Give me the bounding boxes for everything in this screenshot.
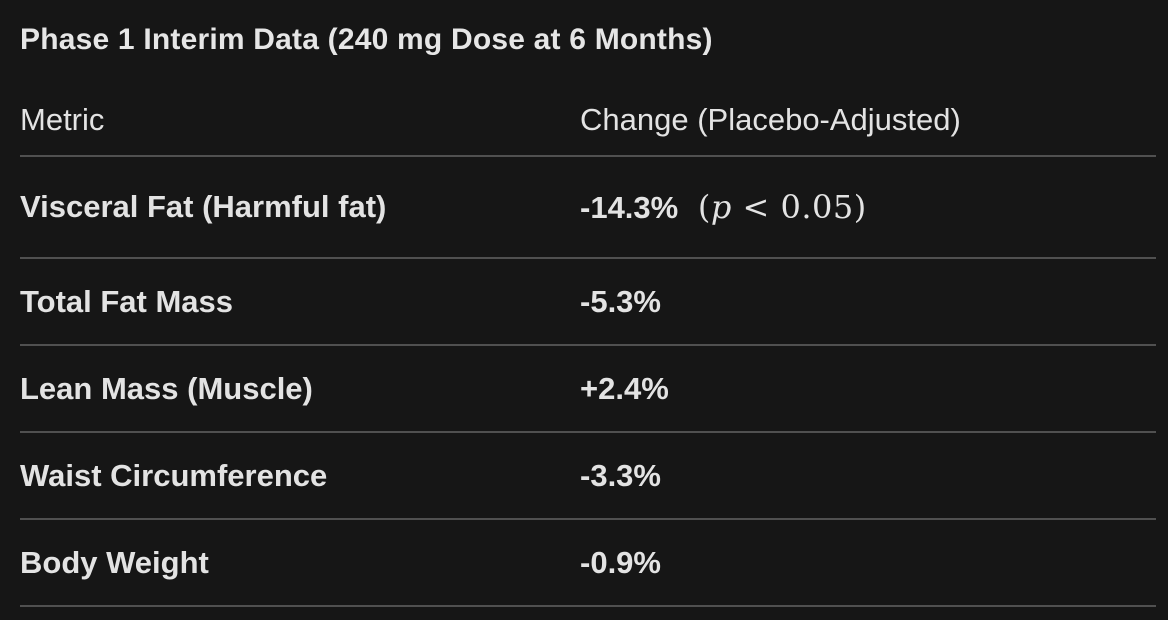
change-value: -3.3% [580, 457, 661, 493]
metric-cell: Total Fat Mass [20, 283, 234, 319]
table-header-row: Metric Change (Placebo-Adjusted) [20, 85, 1156, 157]
value-cell: +2.4% [580, 371, 1156, 407]
metric-cell: Visceral Fat (Harmful fat) [20, 189, 387, 224]
interim-data-panel: Phase 1 Interim Data (240 mg Dose at 6 M… [20, 23, 1156, 607]
table-row: Lean Mass (Muscle) +2.4% [20, 346, 1156, 433]
results-table: Metric Change (Placebo-Adjusted) Viscera… [20, 85, 1156, 607]
value-cell: -0.9% [580, 545, 1156, 581]
table-row: Body Weight -0.9% [20, 520, 1156, 607]
table-title: Phase 1 Interim Data (240 mg Dose at 6 M… [20, 23, 713, 56]
column-header-change: Change (Placebo-Adjusted) [580, 102, 961, 137]
value-cell: -14.3% (p < 0.05) [580, 188, 1156, 226]
metric-cell: Waist Circumference [20, 457, 328, 493]
metric-cell: Body Weight [20, 544, 209, 580]
table-row: Visceral Fat (Harmful fat) -14.3% (p < 0… [20, 157, 1156, 259]
p-value-note: (p < 0.05) [687, 188, 867, 226]
metric-cell: Lean Mass (Muscle) [20, 370, 313, 406]
table-row: Total Fat Mass -5.3% [20, 259, 1156, 346]
change-value: -14.3% [580, 190, 679, 225]
change-value: -5.3% [580, 283, 661, 319]
column-header-metric: Metric [20, 102, 105, 137]
value-cell: -5.3% [580, 284, 1156, 320]
value-cell: -3.3% [580, 458, 1156, 494]
table-row: Waist Circumference -3.3% [20, 433, 1156, 520]
change-value: +2.4% [580, 370, 669, 406]
math-variable-p: p [710, 188, 732, 226]
change-value: -0.9% [580, 544, 661, 580]
